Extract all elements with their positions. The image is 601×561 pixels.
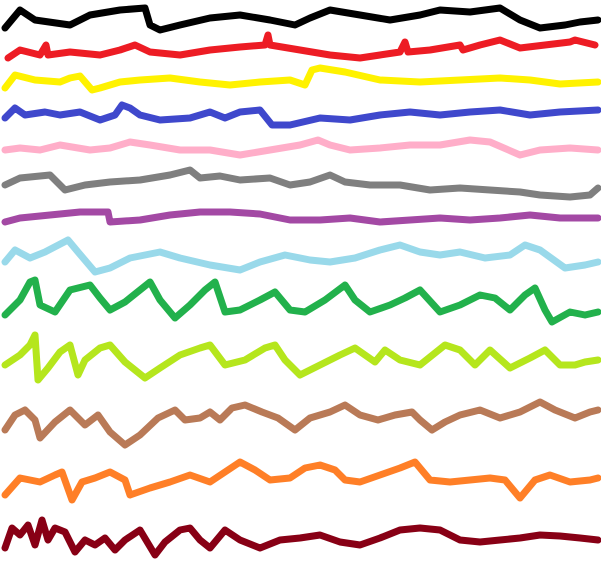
orange-line [1, 458, 601, 504]
purple-line [1, 208, 601, 226]
dark-red-line [1, 516, 601, 559]
black-line [1, 4, 601, 34]
pink-line [1, 136, 601, 159]
green-line [1, 276, 601, 326]
red-line [4, 31, 599, 62]
blue-line [1, 101, 601, 129]
lime-line [1, 331, 601, 384]
yellow-line [1, 64, 601, 94]
brown-line [1, 398, 601, 449]
light-blue-line [1, 236, 601, 276]
gray-line [1, 166, 601, 201]
